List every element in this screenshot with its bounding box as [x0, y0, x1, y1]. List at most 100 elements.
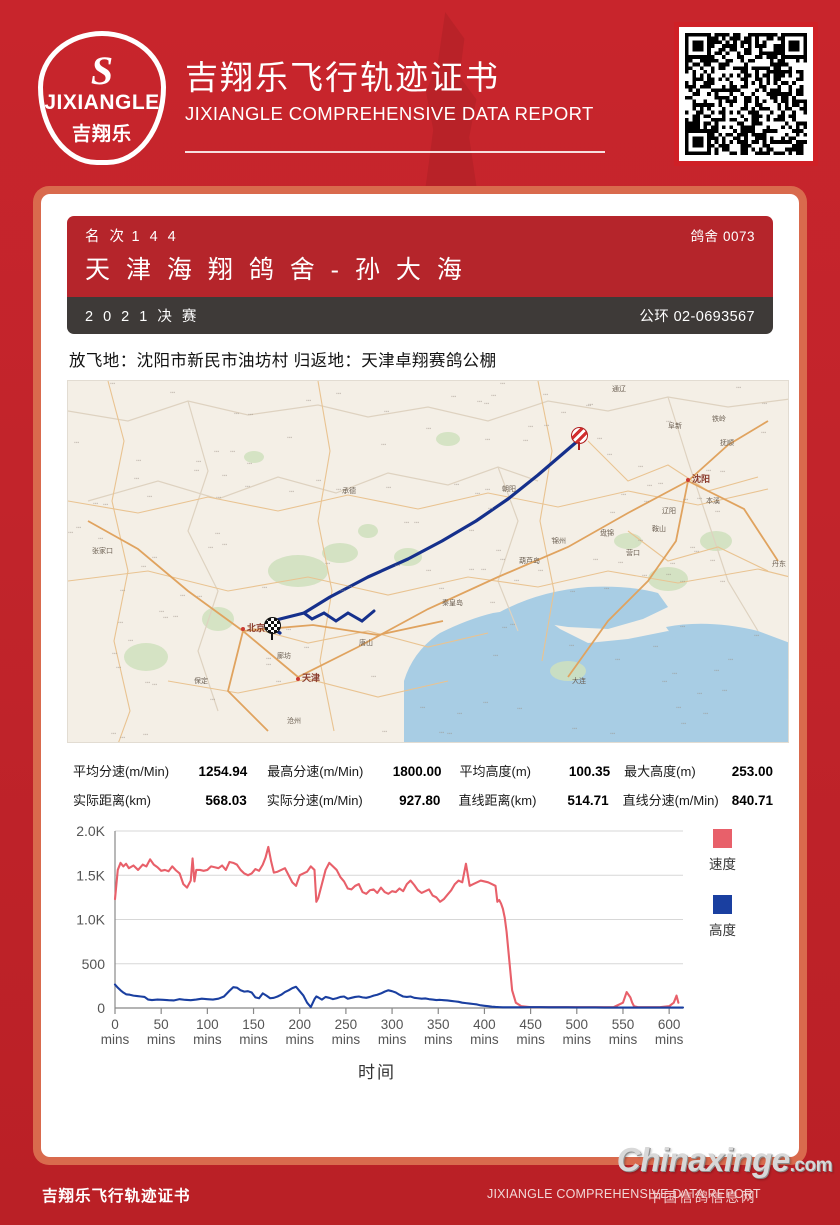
map-minor-label: ▪▪▪ [287, 435, 293, 441]
release-marker-stem [578, 442, 580, 450]
statistics-row: 平均分速(m/Min) 1254.94 最高分速(m/Min) 1800.00 … [67, 761, 773, 780]
map-minor-label: ▪▪▪ [697, 496, 703, 502]
map-minor-label: ▪▪▪ [681, 721, 687, 727]
city-name: 廊坊 [277, 653, 291, 660]
map-minor-label: ▪▪▪ [163, 615, 169, 621]
legend-label-altitude: 高度 [709, 923, 736, 938]
map-minor-label: ▪▪▪ [196, 459, 202, 465]
map-minor-label: ▪▪▪ [572, 726, 578, 732]
footer-site-name: 中国信鸽信息网 [648, 1190, 757, 1205]
map-minor-label: ▪▪▪ [118, 620, 124, 626]
stat-key: 实际距离(km) [73, 793, 151, 808]
chart-x-tick-label: mins [193, 1032, 222, 1047]
map-minor-label: ▪▪▪ [110, 381, 116, 387]
release-point-marker[interactable] [571, 427, 588, 450]
map-minor-label: ▪▪▪ [457, 711, 463, 717]
map-minor-label: ▪▪▪ [658, 481, 664, 487]
page-subtitle: JIXIANGLE COMPREHENSIVE DATA REPORT [185, 102, 594, 124]
map-minor-label: ▪▪▪ [194, 468, 200, 474]
map-minor-label: ▪▪▪ [208, 545, 214, 551]
map-minor-label: ▪▪▪ [404, 520, 410, 526]
entry-banner: 名 次 1 4 4 鸽舍 0073 天 津 海 翔 鸽 舍 - 孙 大 海 2 … [67, 216, 773, 334]
map-minor-label: ▪▪▪ [586, 403, 592, 409]
map-minor-label: ▪▪▪ [510, 622, 516, 628]
map-minor-label: ▪▪▪ [216, 495, 222, 501]
city-name: 沈阳 [692, 474, 711, 484]
map-minor-label: ▪▪▪ [381, 442, 387, 448]
city-name: 保定 [194, 678, 208, 685]
entry-banner-bottom: 2 0 2 1 决 赛 公环 02-0693567 [67, 297, 773, 334]
legend-swatch-speed [713, 829, 732, 848]
chart-legend: 速度 高度 [697, 829, 807, 961]
map-minor-label: ▪▪▪ [93, 501, 99, 507]
map-minor-label: ▪▪▪ [477, 399, 483, 405]
map-minor-label: ▪▪▪ [502, 625, 508, 631]
map-minor-label: ▪▪▪ [248, 412, 254, 418]
loft-group: 鸽舍 0073 [691, 225, 756, 246]
map-minor-label: ▪▪▪ [247, 461, 253, 467]
chart-x-tick-label: mins [101, 1032, 130, 1047]
finish-marker-stem [271, 632, 273, 640]
page-header: S JIXIANGLE 吉翔乐 吉翔乐飞行轨迹证书 JIXIANGLE COMP… [0, 0, 840, 202]
map-minor-label: ▪▪▪ [262, 585, 268, 591]
map-minor-label: ▪▪▪ [543, 392, 549, 398]
map-minor-label: ▪▪▪ [647, 483, 653, 489]
map-minor-label: ▪▪▪ [347, 584, 353, 590]
page-title: 吉翔乐飞行轨迹证书 [185, 59, 500, 96]
map-minor-label: ▪▪▪ [103, 502, 109, 508]
stat-key: 最大高度(m) [624, 764, 696, 779]
map-minor-label: ▪▪▪ [653, 644, 659, 650]
city-name: 通辽 [612, 386, 626, 393]
bohai-sea [404, 609, 788, 742]
home-loft-marker[interactable] [264, 617, 282, 640]
city-name: 抚顺 [720, 440, 734, 447]
chart-x-tick-label: 550 [612, 1017, 635, 1032]
stat-value: 1800.00 [392, 764, 442, 779]
map-minor-label: ▪▪▪ [615, 657, 621, 663]
chart-x-tick-label: mins [285, 1032, 314, 1047]
legend-label-speed: 速度 [709, 857, 736, 872]
map-minor-label: ▪▪▪ [371, 674, 377, 680]
map-minor-label: ▪▪▪ [382, 729, 388, 735]
map-minor-label: ▪▪▪ [336, 487, 342, 493]
vegetation-areas [124, 432, 732, 681]
map-minor-label: ▪▪▪ [420, 705, 426, 711]
stat-key: 实际分速(m/Min) [266, 793, 363, 808]
map-minor-label: ▪▪▪ [666, 419, 672, 425]
season-label: 2 0 2 1 决 赛 [85, 309, 200, 325]
map-minor-label: ▪▪▪ [672, 671, 678, 677]
legend-item-speed[interactable]: 速度 [697, 829, 807, 873]
map-minor-label: ▪▪▪ [484, 401, 490, 407]
footer-title-cn: 吉翔乐飞行轨迹证书 [42, 1188, 191, 1205]
chart-x-tick-label: 200 [288, 1017, 311, 1032]
map-minor-label: ▪▪▪ [670, 561, 676, 567]
chart-x-tick-label: mins [147, 1032, 176, 1047]
map-minor-label: ▪▪▪ [316, 478, 322, 484]
map-minor-label: ▪▪▪ [666, 572, 672, 578]
map-minor-label: ▪▪▪ [493, 653, 499, 659]
map-minor-label: ▪▪▪ [523, 438, 529, 444]
map-minor-label: ▪▪▪ [210, 697, 216, 703]
chart-x-tick-label: mins [378, 1032, 407, 1047]
map-minor-label: ▪▪▪ [481, 567, 487, 573]
chart-x-tick-label: mins [563, 1032, 592, 1047]
map-minor-label: ▪▪▪ [76, 525, 82, 531]
qr-code[interactable] [674, 22, 818, 166]
chart-y-tick-label: 0 [97, 1000, 105, 1016]
map-minor-label: ▪▪▪ [230, 449, 236, 455]
map-minor-label: ▪▪▪ [170, 390, 176, 396]
city-dot [296, 677, 300, 681]
map-minor-label: ▪▪▪ [561, 410, 567, 416]
map-minor-label: ▪▪▪ [173, 614, 179, 620]
stat-value: 514.71 [567, 793, 609, 808]
map-minor-label: ▪▪▪ [593, 557, 599, 563]
legend-item-altitude[interactable]: 高度 [697, 895, 807, 939]
flight-route-map[interactable]: 北京 天津 沈阳 唐山 承德 秦皇岛 锦州 葫芦岛 阜新 朝阳 鞍山 辽阳 营口 盘锦 丹东 大连 保定 张家口廊… [67, 380, 789, 743]
stat-value: 927.80 [399, 793, 441, 808]
map-minor-label: ▪▪▪ [703, 711, 709, 717]
map-minor-label: ▪▪▪ [676, 705, 682, 711]
release-return-places: 放飞地：沈阳市新民市油坊村 归返地：天津卓翔赛鸽公棚 [69, 352, 497, 370]
map-minor-label: ▪▪▪ [152, 682, 158, 688]
map-minor-label: ▪▪▪ [491, 393, 497, 399]
city-name: 葫芦岛 [519, 558, 540, 565]
